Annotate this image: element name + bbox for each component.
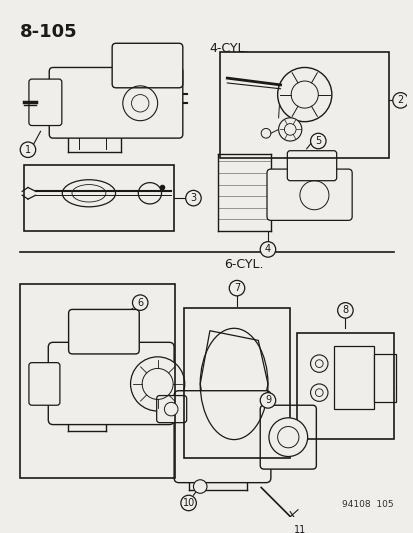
Text: 6: 6 [137, 297, 143, 308]
Circle shape [20, 142, 36, 157]
Text: 5: 5 [314, 136, 320, 146]
Circle shape [193, 480, 206, 494]
Text: 4: 4 [264, 245, 271, 254]
Bar [373, 354, 395, 402]
FancyBboxPatch shape [260, 405, 316, 469]
FancyBboxPatch shape [156, 395, 186, 423]
FancyBboxPatch shape [29, 362, 60, 405]
Bar [24, 165, 174, 231]
Circle shape [229, 280, 244, 296]
Circle shape [260, 393, 275, 408]
Circle shape [277, 68, 331, 122]
Text: 4-CYL.: 4-CYL. [209, 42, 248, 55]
Polygon shape [200, 330, 267, 442]
Text: 3: 3 [190, 193, 196, 203]
Circle shape [310, 355, 327, 373]
Bar [296, 333, 393, 439]
Bar [333, 346, 373, 409]
Text: 10: 10 [182, 498, 194, 508]
Text: 6-CYL.: 6-CYL. [223, 258, 263, 271]
Text: 8: 8 [342, 305, 348, 316]
Circle shape [292, 522, 307, 533]
FancyBboxPatch shape [112, 43, 183, 88]
Bar [183, 309, 290, 458]
Circle shape [392, 93, 407, 108]
FancyBboxPatch shape [69, 310, 139, 354]
Text: 94108  105: 94108 105 [341, 500, 393, 509]
Circle shape [337, 303, 352, 318]
Circle shape [130, 357, 184, 411]
Text: 9: 9 [264, 395, 271, 406]
Text: 1: 1 [25, 145, 31, 155]
Text: 2: 2 [396, 95, 403, 106]
Circle shape [164, 402, 178, 416]
FancyBboxPatch shape [174, 391, 270, 483]
Circle shape [310, 133, 325, 149]
Circle shape [132, 295, 147, 310]
FancyBboxPatch shape [48, 342, 174, 425]
Bar [219, 52, 388, 158]
FancyBboxPatch shape [266, 169, 351, 220]
FancyBboxPatch shape [287, 151, 336, 181]
Text: 7: 7 [233, 283, 240, 293]
Bar [20, 284, 175, 478]
Circle shape [310, 384, 327, 401]
Text: 8-105: 8-105 [20, 23, 78, 41]
Circle shape [185, 190, 201, 206]
Ellipse shape [138, 183, 161, 204]
FancyBboxPatch shape [49, 68, 183, 138]
Circle shape [278, 118, 301, 141]
Circle shape [180, 495, 196, 511]
Text: 11: 11 [293, 525, 305, 533]
Ellipse shape [62, 180, 115, 207]
Circle shape [268, 418, 307, 457]
FancyBboxPatch shape [29, 79, 62, 126]
Circle shape [260, 241, 275, 257]
